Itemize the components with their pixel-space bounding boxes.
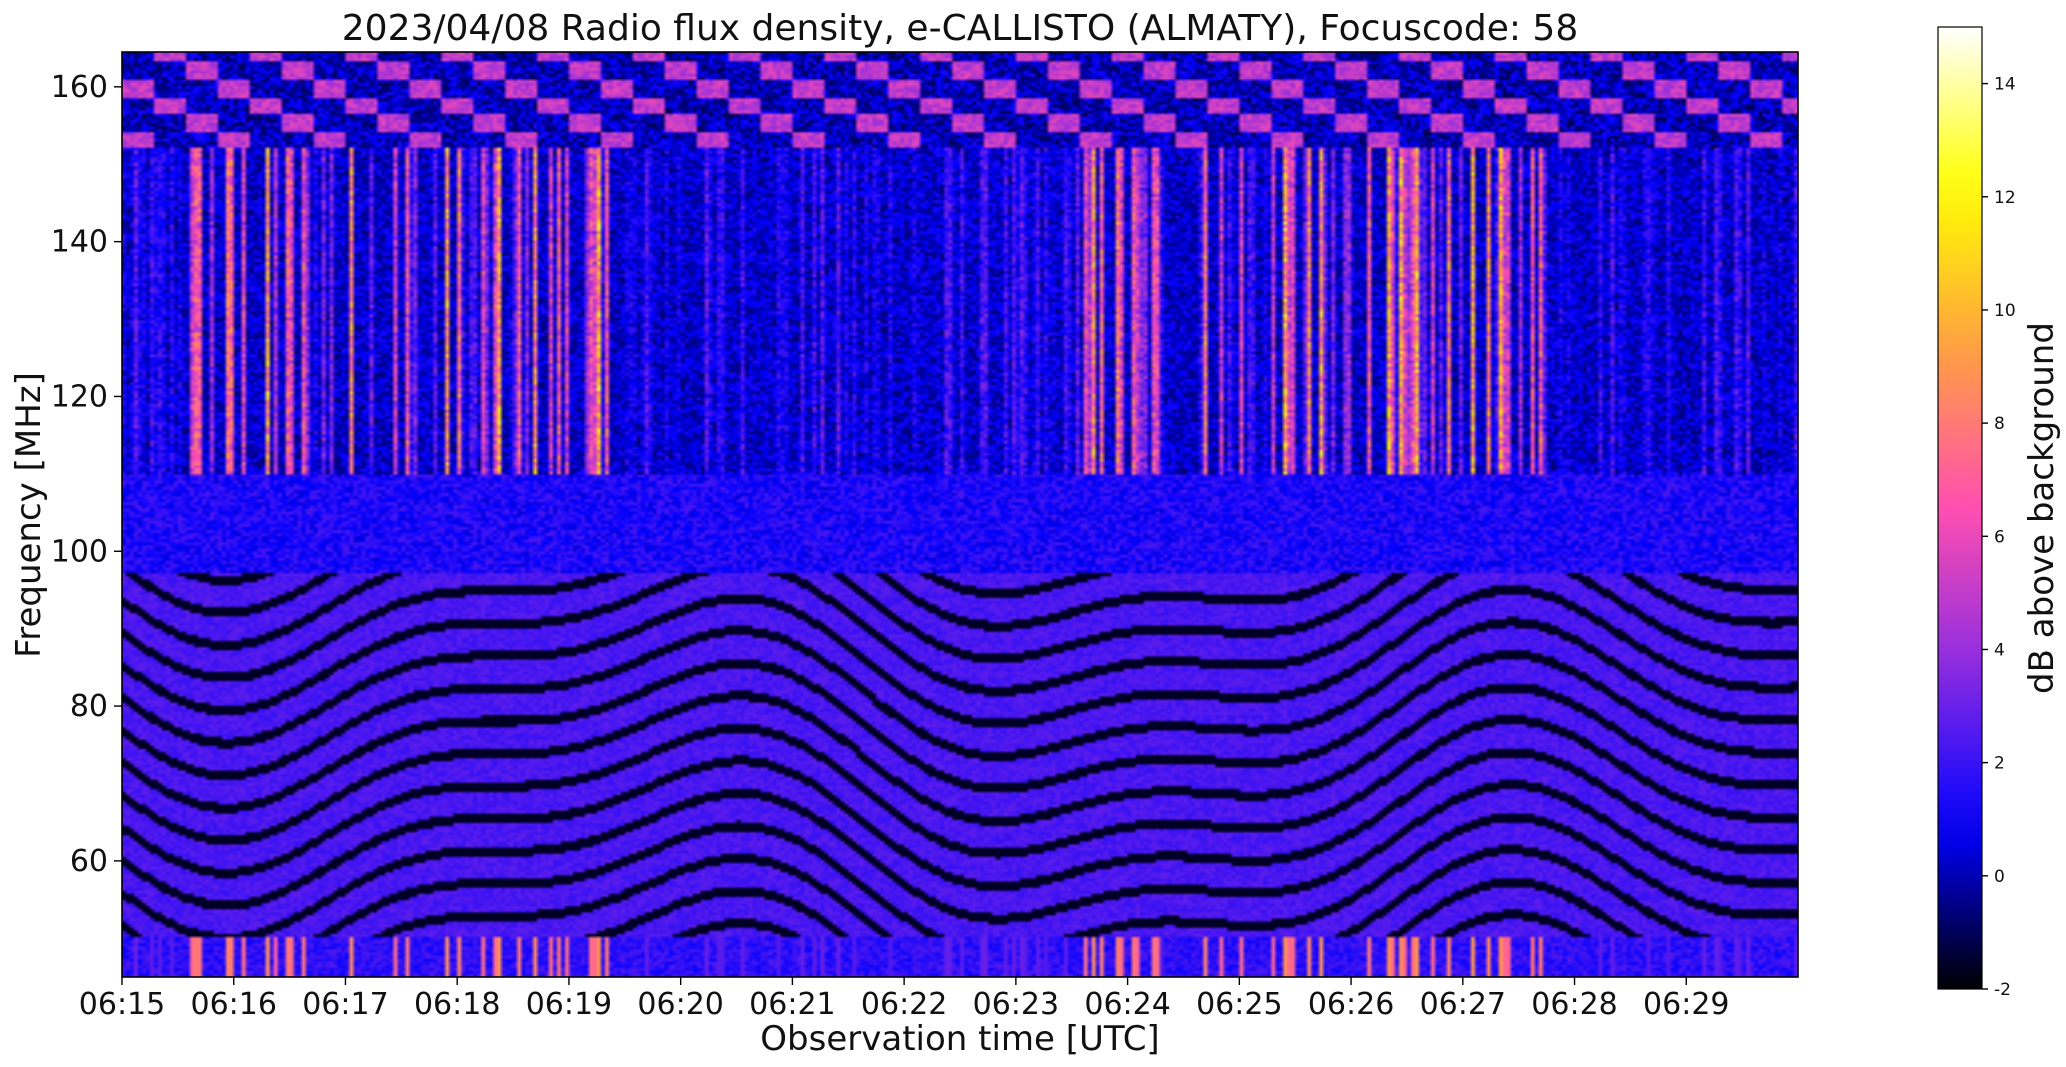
spectrogram-raster: [122, 52, 1798, 977]
x-tick-label: 06:27: [1420, 987, 1506, 1022]
plot-frame: [121, 51, 1799, 978]
x-tick-label: 06:23: [973, 987, 1059, 1022]
x-axis-label: Observation time [UTC]: [760, 1019, 1159, 1059]
colorbar-label: dB above background: [2022, 322, 2062, 694]
chart-title: 2023/04/08 Radio flux density, e-CALLIST…: [342, 8, 1578, 49]
colorbar-ticks: -2 0 2 4 6 8 10 12 14: [1982, 75, 2016, 1000]
y-tick-label: 160: [51, 70, 108, 105]
colorbar-tick-label: 4: [1994, 640, 2005, 660]
y-axis-label: Frequency [MHz]: [9, 372, 49, 658]
x-tick-label: 06:15: [79, 987, 165, 1022]
colorbar-ramp: [1937, 26, 1983, 990]
colorbar-tick-label: 12: [1994, 188, 2016, 208]
y-tick-label: 60: [70, 844, 108, 879]
colorbar-tick-label: 8: [1994, 414, 2005, 434]
colorbar-tick-label: 2: [1994, 754, 2005, 774]
y-axis: 60 80 100 120 140 160: [51, 70, 122, 879]
colorbar-tick-label: 6: [1994, 527, 2005, 547]
x-tick-label: 06:26: [1308, 987, 1394, 1022]
x-axis: 06:15 06:16 06:17 06:18 06:19 06:20 06:21 06:22…: [79, 977, 1730, 1022]
x-tick-label: 06:17: [302, 987, 388, 1022]
colorbar-tick-label: -2: [1994, 980, 2011, 1000]
x-tick-label: 06:16: [190, 987, 276, 1022]
colorbar: -2 0 2 4 6 8 10 12 14 dB above background: [1937, 26, 2062, 1000]
x-tick-label: 06:19: [526, 987, 612, 1022]
colorbar-tick-label: 10: [1994, 301, 2016, 321]
x-tick-label: 06:24: [1084, 987, 1170, 1022]
x-tick-label: 06:28: [1531, 987, 1617, 1022]
x-tick-label: 06:21: [749, 987, 835, 1022]
y-tick-label: 100: [51, 534, 108, 569]
x-tick-label: 06:20: [637, 987, 723, 1022]
y-tick-label: 140: [51, 225, 108, 260]
colorbar-tick-label: 0: [1994, 867, 2005, 887]
x-tick-label: 06:18: [414, 987, 500, 1022]
x-tick-label: 06:22: [861, 987, 947, 1022]
spectrogram-heatmap: [122, 52, 1798, 977]
y-tick-label: 80: [70, 689, 108, 724]
x-tick-label: 06:25: [1196, 987, 1282, 1022]
colorbar-tick-label: 14: [1994, 75, 2016, 95]
y-tick-label: 120: [51, 379, 108, 414]
x-tick-label: 06:29: [1643, 987, 1729, 1022]
